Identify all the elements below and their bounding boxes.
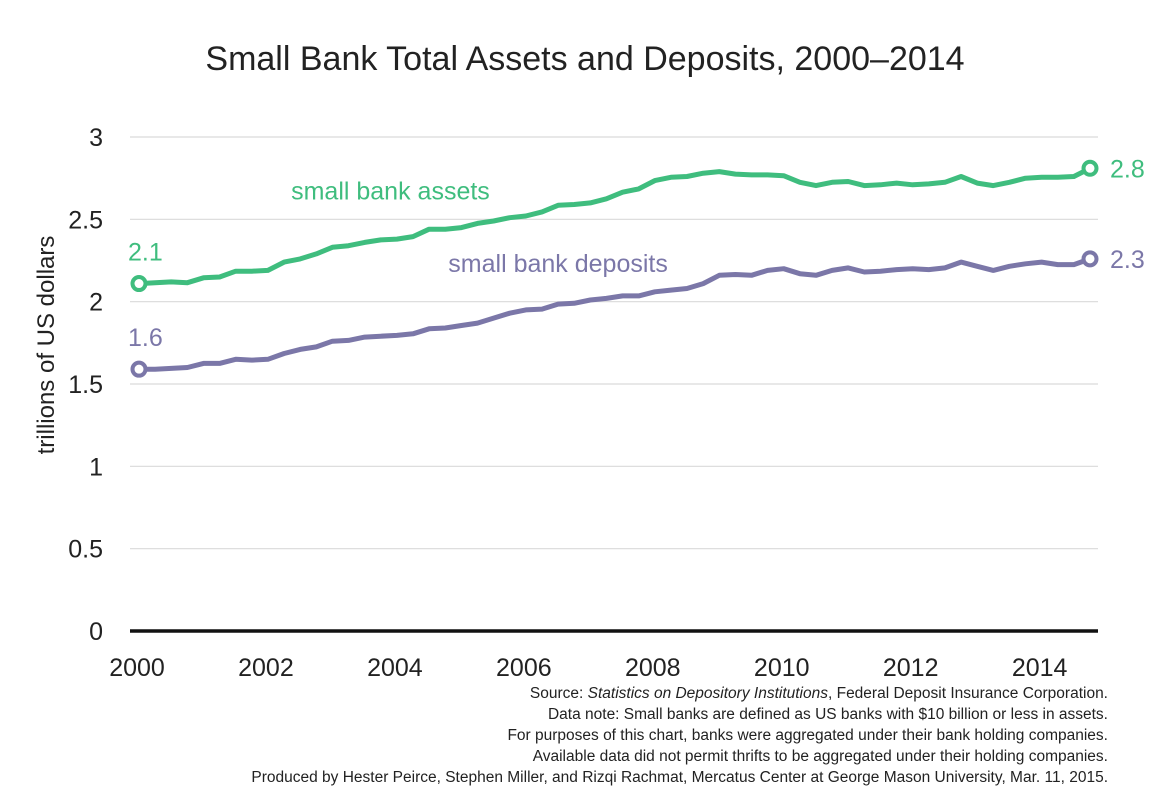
y-tick-label: 1.5 [68, 371, 103, 399]
grid-lines [130, 136, 1098, 550]
series-name-label: small bank deposits [448, 250, 668, 278]
x-tick-label: 2004 [367, 654, 423, 682]
end-point-marker [1081, 250, 1099, 268]
start-value-label: 1.6 [128, 324, 163, 352]
x-tick-label: 2000 [109, 654, 165, 682]
end-value-label: 2.8 [1110, 155, 1145, 183]
y-tick-label: 1 [89, 453, 103, 481]
y-tick-label: 2 [89, 289, 103, 317]
series-name-label: small bank assets [291, 178, 490, 206]
data-note-line: Data note: Small banks are defined as US… [547, 706, 1108, 723]
y-tick-label: 3 [89, 124, 103, 152]
x-tick-label: 2014 [1012, 654, 1068, 682]
end-point-marker [1081, 159, 1099, 177]
axes: 0 0.5 1 1.5 2 2.5 3 2000 2002 2004 2006 2008 2010 201… [68, 124, 1098, 682]
chart-title: Small Bank Total Assets and Deposits, 20… [205, 40, 965, 78]
start-point-marker [130, 275, 148, 293]
y-axis-title: trillions of US dollars [33, 236, 60, 455]
y-tick-label: 2.5 [68, 206, 103, 234]
start-point-marker [130, 360, 148, 378]
thrift-note-line: Available data did not permit thrifts to… [532, 748, 1108, 765]
y-tick-label: 0 [89, 618, 103, 646]
source-title: Statistics on Depository Institutions [587, 685, 828, 702]
credit-line: Produced by Hester Peirce, Stephen Mille… [251, 769, 1108, 786]
aggregation-note-line: For purposes of this chart, banks were a… [507, 727, 1108, 744]
series-lines [130, 159, 1099, 378]
x-tick-label: 2012 [883, 654, 939, 682]
source-prefix: Source: [529, 685, 588, 702]
start-value-label: 2.1 [128, 239, 163, 267]
x-tick-label: 2002 [238, 654, 294, 682]
y-tick-label: 0.5 [68, 536, 103, 564]
source-notes: Source: Statistics on Depository Institu… [251, 683, 1108, 788]
source-line: Source: Statistics on Depository Institu… [251, 683, 1108, 704]
series-line [136, 165, 1093, 287]
series-labels: 2.1 2.8 small bank assets 1.6 2.3 small bank … [128, 155, 1145, 352]
x-tick-label: 2006 [496, 654, 552, 682]
x-tick-label: 2008 [625, 654, 681, 682]
series-line [136, 256, 1093, 372]
source-suffix: , Federal Deposit Insurance Corporation. [827, 685, 1108, 702]
x-tick-label: 2010 [754, 654, 810, 682]
end-value-label: 2.3 [1110, 246, 1145, 274]
